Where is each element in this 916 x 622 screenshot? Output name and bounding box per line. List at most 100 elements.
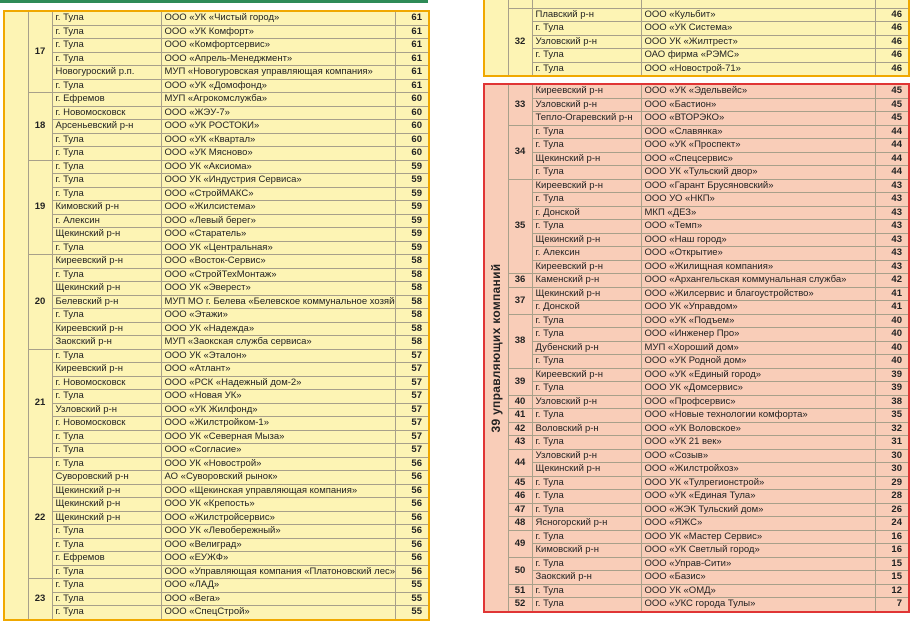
score-cell: 61 [394,38,430,53]
company-cell: АО «Суворовский рынок» [160,470,396,485]
location-cell: Воловский р-н [531,421,642,436]
score-cell: 30 [874,448,910,463]
location-cell: г. Тула [51,240,162,255]
group-cell [483,0,509,77]
score-cell: 31 [874,435,910,450]
location-cell: г. Тула [51,578,162,593]
company-cell: ООО «Базис» [640,570,876,585]
rank-cell: 49 [507,529,533,558]
company-cell: ООО «УК «Подъем» [640,313,876,328]
score-cell: 28 [874,489,910,504]
company-cell: ООО «УК РОСТОКИ» [160,119,396,134]
table-row: г. Тула ООО «УК Система» 46 [484,21,910,36]
company-cell: ООО «СтройМАКС» [160,186,396,201]
location-cell: г. Тула [51,38,162,53]
location-cell: г. Донской [531,205,642,220]
cut-cell [507,0,533,9]
rank-cell: 41 [507,408,533,423]
score-cell: 39 [874,381,910,396]
location-cell: Тепло-Огаревский р-н [531,111,642,126]
rank-cell: 39 [507,367,533,396]
table-row: Щекинский р-н ООО «Щекинская управляющая … [4,483,430,498]
table-row: г. Тула ООО «Согласие» 57 [4,443,430,458]
cut-cell [874,0,910,9]
score-cell: 56 [394,537,430,552]
table-row: Щекинский р-н ООО «Старатель» 59 [4,227,430,242]
score-cell: 60 [394,146,430,161]
score-cell: 44 [874,165,910,180]
score-cell: 56 [394,456,430,471]
score-cell: 55 [394,605,430,620]
company-cell: ООО УК «Управдом» [640,300,876,315]
company-cell: ООО «УК Мясново» [160,146,396,161]
location-cell: г. Тула [51,267,162,282]
score-cell: 60 [394,132,430,147]
table-row: г. Тула ООО «СтройМАКС» 59 [4,186,430,201]
location-cell: Арсеньевский р-н [51,119,162,134]
table-row: г. Тула ООО «Вега» 55 [4,591,430,606]
score-cell: 44 [874,151,910,166]
rank-cell: 17 [27,10,53,93]
location-cell: г. Тула [51,10,162,26]
company-cell: ООО «ВТОРЭКО» [640,111,876,126]
score-cell: 43 [874,232,910,247]
company-cell: МУП «Хороший дом» [640,340,876,355]
company-cell: МУП «Агрокомслужба» [160,92,396,107]
location-cell: г. Новомосковск [51,105,162,120]
table-row: г. Новомосковск ООО «ЖЭУ-7» 60 [4,105,430,120]
company-cell: ООО «Темп» [640,219,876,234]
company-cell: ООО «Апрель-Менеджмент» [160,51,396,66]
location-cell: Ясногорский р-н [531,516,642,531]
company-cell: ООО «УК «Проспект» [640,138,876,153]
table-row: 22 г. Тула ООО УК «Новострой» 56 [4,456,430,579]
table-row: г. Новомосковск ООО «Жилстройком-1» 57 [4,416,430,431]
table-row: г. Тула ОАО фирма «РЭМС» 46 [484,48,910,63]
table-row: г. Тула ООО «Велиград» 56 [4,537,430,552]
location-cell: г. Тула [531,327,642,342]
score-cell: 38 [874,394,910,409]
table-row: 37 Щекинский р-н ООО «Жилсервис и благоуст… [484,286,910,315]
rank-cell: 44 [507,448,533,477]
table-row: 42 Воловский р-н ООО «УК Воловское» 32 [484,421,910,436]
table-row: г. Тула ООО «Управляющая компания «Платон… [4,564,430,579]
company-cell: ООО «Атлант» [160,362,396,377]
score-cell: 59 [394,173,430,188]
rank-cell: 42 [507,421,533,436]
location-cell: г. Тула [51,591,162,606]
table-row: Узловский р-н ООО «УК Жилфонд» 57 [4,402,430,417]
company-cell: ООО «Щекинская управляющая компания» [160,483,396,498]
group-cell: 39 управляющих компаний [484,84,508,612]
table-row: Заокский р-н МУП «Заокская служба сервиса… [4,335,430,350]
table-row: г. Тула ООО УК «Центральная» 59 [4,240,430,255]
location-cell: Щекинский р-н [531,232,642,247]
rank-cell: 19 [27,159,53,255]
company-cell: ООО УК «ОМД» [640,583,876,598]
rank-cell: 18 [27,92,53,161]
table-row: г. Алексин ООО «Открытие» 43 [484,246,910,261]
table-row: 20 Киреевский р-н ООО «Восток-Сервис» 58 [4,254,430,350]
score-cell: 59 [394,186,430,201]
company-cell: ООО «Новострой-71» [640,61,876,77]
table-row: 49 г. Тула ООО УК «Мастер Сервис» 16 [484,529,910,558]
location-cell: г. Тула [51,146,162,161]
table-row: Суворовский р-н АО «Суворовский рынок» 56 [4,470,430,485]
table-row: г. Тула ООО «Комфортсервис» 61 [4,38,430,53]
company-cell: МУП МО г. Белева «Белевское коммунальное… [160,294,396,309]
group-cell [3,10,29,620]
location-cell: Заокский р-н [51,335,162,350]
score-cell: 30 [874,462,910,477]
table-row: 32 Плавский р-н ООО «Кульбит» 46 [484,7,910,77]
rank-cell: 38 [507,313,533,369]
table-row: г. Тула ООО «УК Комфорт» 61 [4,24,430,39]
score-cell: 57 [394,389,430,404]
table-row: г. Тула ООО «УК «Квартал» 60 [4,132,430,147]
score-cell: 24 [874,516,910,531]
cut-cell [531,0,642,9]
company-cell: ООО УК «Мастер Сервис» [640,529,876,544]
rank-cell: 37 [507,286,533,315]
location-cell: Щекинский р-н [51,483,162,498]
table-row-cut [483,0,910,77]
location-cell: г. Тула [531,597,642,612]
score-cell: 56 [394,524,430,539]
company-cell: ООО «УК Жилфонд» [160,402,396,417]
